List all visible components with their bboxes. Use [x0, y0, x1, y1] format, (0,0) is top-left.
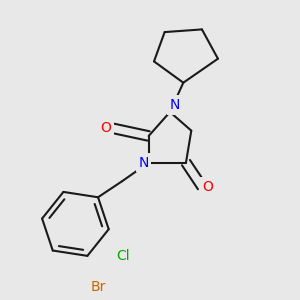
- Text: Cl: Cl: [117, 249, 130, 263]
- Text: Br: Br: [90, 280, 106, 294]
- Text: N: N: [138, 156, 149, 170]
- Text: O: O: [202, 180, 213, 194]
- Text: O: O: [202, 180, 213, 194]
- Text: Br: Br: [90, 280, 106, 294]
- Text: O: O: [100, 121, 111, 135]
- Text: N: N: [170, 98, 180, 112]
- Text: O: O: [100, 121, 111, 135]
- Text: N: N: [138, 156, 149, 170]
- Text: N: N: [170, 98, 180, 112]
- Text: Cl: Cl: [117, 249, 130, 263]
